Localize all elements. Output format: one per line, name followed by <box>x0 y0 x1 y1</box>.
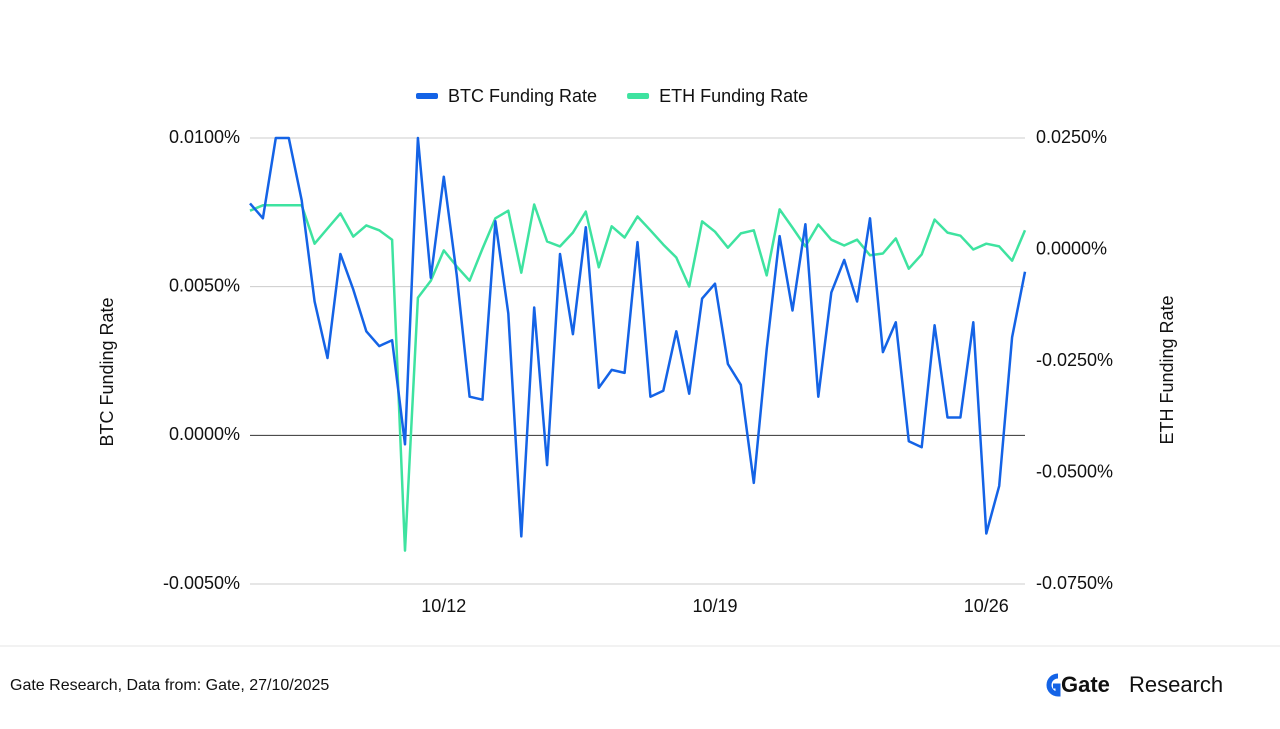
logo-icon <box>1046 673 1061 697</box>
legend-swatch <box>416 93 438 99</box>
y-tick-label: 0.0100% <box>169 127 240 147</box>
y-tick-label: -0.0050% <box>163 573 240 593</box>
x-tick-label: 10/12 <box>421 596 466 616</box>
y2-tick-label: -0.0750% <box>1036 573 1113 593</box>
footer-source: Gate Research, Data from: Gate, 27/10/20… <box>10 677 329 694</box>
series-line <box>249 203 1027 552</box>
y-tick-label: 0.0050% <box>169 275 240 295</box>
legend-swatch <box>627 93 650 99</box>
logo-brand: Gate <box>1061 672 1110 697</box>
y-axis-title: BTC Funding Rate <box>97 297 117 446</box>
y2-tick-label: -0.0250% <box>1036 350 1113 370</box>
x-tick-label: 10/26 <box>964 596 1009 616</box>
y2-tick-label: -0.0500% <box>1036 461 1113 481</box>
logo: Gate Research <box>1046 672 1223 697</box>
y2-tick-label: 0.0000% <box>1036 238 1107 258</box>
y2-axis-title: ETH Funding Rate <box>1157 295 1177 444</box>
y2-tick-label: 0.0250% <box>1036 127 1107 147</box>
legend-label: ETH Funding Rate <box>659 86 808 106</box>
series-line <box>249 136 1027 538</box>
logo-suffix: Research <box>1129 672 1223 697</box>
x-tick-label: 10/19 <box>692 596 737 616</box>
legend-label: BTC Funding Rate <box>448 86 597 106</box>
y-tick-label: 0.0000% <box>169 424 240 444</box>
